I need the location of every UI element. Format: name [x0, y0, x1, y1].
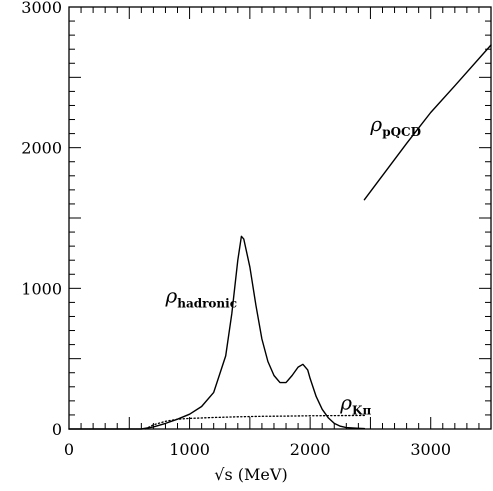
y-tick-label: 0: [52, 420, 62, 439]
plot-frame: [68, 6, 492, 430]
series-line-hadronic: [68, 235, 366, 430]
x-tick-label: 1000: [169, 440, 210, 459]
series-labels: ρhadronic ρKπ ρpQCD: [164, 112, 421, 418]
series-label-pqcd: ρpQCD: [369, 112, 421, 139]
y-tick-label: 1000: [21, 279, 62, 298]
series-label-hadronic: ρhadronic: [164, 283, 237, 310]
series-line-pqcd: [363, 44, 492, 201]
x-tick-label: 2000: [290, 440, 331, 459]
y-tick-label: 2000: [21, 139, 62, 158]
series-layer: [68, 44, 492, 430]
series-label-k: ρKπ: [339, 390, 371, 417]
x-tick-label: 3000: [410, 440, 451, 459]
x-tick-label: 0: [64, 440, 74, 459]
axis-tick-labels: 0 1000 2000 3000 0 1000 2000 3000: [21, 0, 451, 459]
axis-ticks: [68, 6, 492, 430]
y-tick-label: 3000: [21, 0, 62, 17]
x-axis-label: √s (MeV): [214, 465, 287, 484]
series-line-k: [144, 414, 366, 430]
plot-border: [68, 6, 492, 430]
